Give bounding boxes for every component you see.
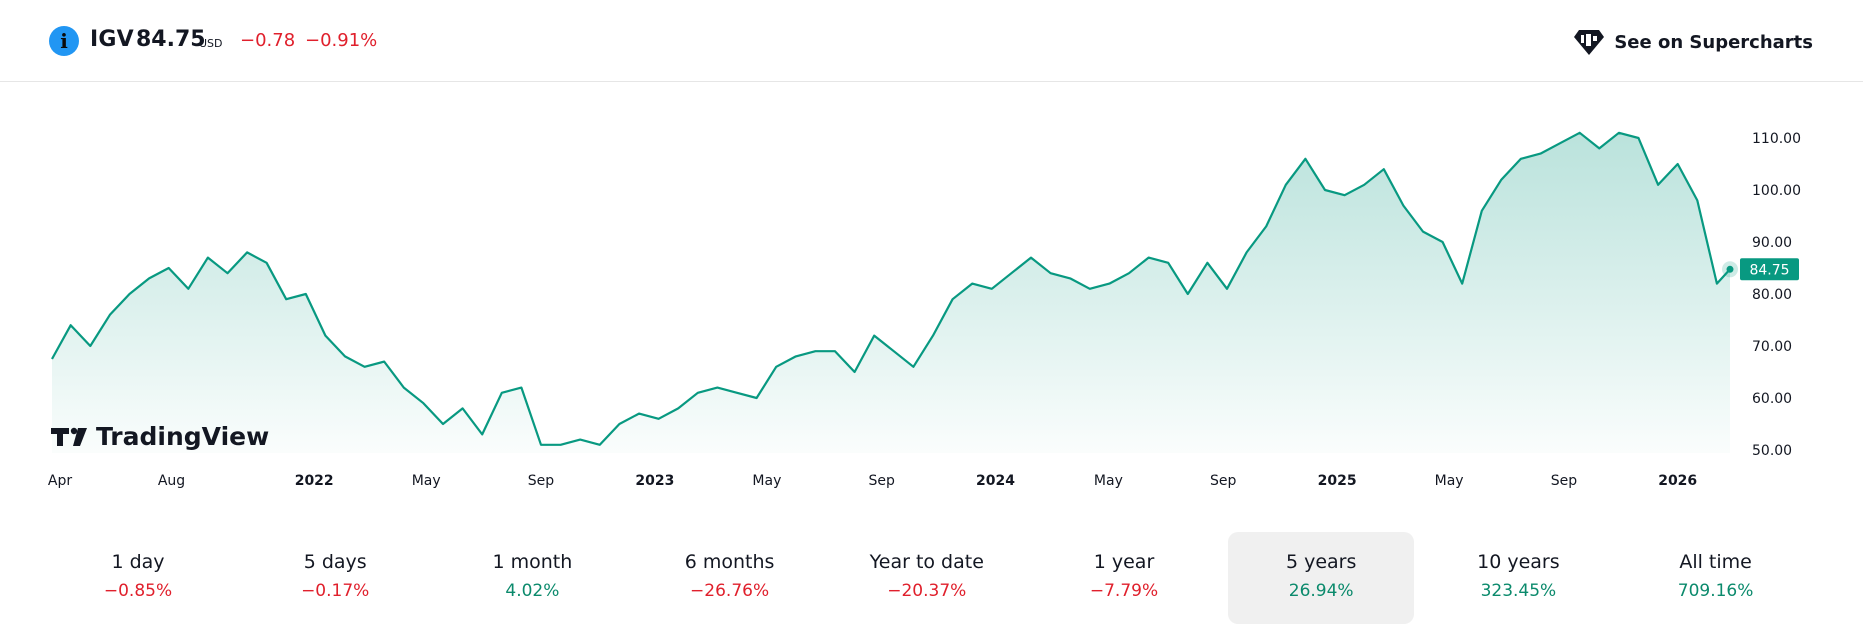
period-change-value: −26.76% (690, 581, 770, 601)
y-axis-tick-label: 70.00 (1752, 339, 1792, 355)
x-axis-tick-label: 2023 (635, 473, 674, 489)
period-change-value: 4.02% (505, 581, 560, 601)
y-axis-tick-label: 80.00 (1752, 287, 1792, 303)
x-axis-tick-label: May (1094, 473, 1123, 489)
x-axis-tick-label: Sep (1210, 473, 1237, 489)
x-axis-tick-label: 2025 (1318, 473, 1357, 489)
x-axis-tick-label: May (1435, 473, 1464, 489)
symbol-header: i IGV 84.75 USD −0.78 −0.91% See on Supe… (0, 0, 1863, 82)
y-axis-tick-label: 100.00 (1752, 183, 1801, 199)
x-axis-tick-label: Sep (528, 473, 555, 489)
x-axis-tick-label: 2022 (295, 473, 334, 489)
period-selector: 1 day −0.85% 5 days −0.17% 1 month 4.02% 6 mon… (45, 532, 1825, 624)
x-axis-tick-label: 2026 (1658, 473, 1697, 489)
period-change-value: 323.45% (1480, 581, 1557, 601)
last-price: 84.75 (136, 27, 206, 52)
symbol-name[interactable]: IGV (90, 27, 134, 52)
period-1-year[interactable]: 1 year −7.79% (1031, 532, 1217, 624)
period-label: 1 day (111, 551, 165, 573)
period-change-value: −20.37% (887, 581, 967, 601)
y-axis-tick-label: 60.00 (1752, 391, 1792, 407)
see-on-supercharts-link[interactable]: See on Supercharts (1574, 28, 1813, 56)
tradingview-watermark: TradingView (51, 422, 269, 451)
x-axis-tick-label: May (412, 473, 441, 489)
price-change-percent: −0.91% (305, 30, 378, 51)
period-year-to-date[interactable]: Year to date −20.37% (834, 532, 1020, 624)
period-label: 1 month (492, 551, 573, 573)
period-all-time[interactable]: All time 709.16% (1623, 532, 1809, 624)
period-label: 5 days (303, 551, 367, 573)
last-price-tag (1740, 258, 1799, 281)
x-axis-tick-label: Aug (158, 473, 185, 489)
period-label: All time (1679, 551, 1752, 573)
x-axis-tick-label: Sep (869, 473, 896, 489)
x-axis-tick-label: 2024 (976, 473, 1015, 489)
y-axis-tick-label: 50.00 (1752, 443, 1792, 459)
price-area-fill (52, 132, 1730, 454)
period-6-months[interactable]: 6 months −26.76% (637, 532, 823, 624)
supercharts-logo-icon (1574, 30, 1605, 55)
info-icon[interactable]: i (49, 26, 79, 56)
period-1-day[interactable]: 1 day −0.85% (45, 532, 231, 624)
y-axis-tick-label: 90.00 (1752, 235, 1792, 251)
period-label: 10 years (1477, 551, 1560, 573)
period-label: 5 years (1285, 551, 1357, 573)
period-label: Year to date (869, 551, 984, 573)
period-change-value: 709.16% (1677, 581, 1754, 601)
tradingview-wordmark: TradingView (96, 422, 269, 451)
x-axis-tick-label: May (752, 473, 781, 489)
price-change: −0.78 (240, 30, 296, 51)
price-series-line[interactable] (51, 131, 1731, 446)
period-5-years[interactable]: 5 years 26.94% (1228, 532, 1415, 624)
period-change-value: −7.79% (1089, 581, 1159, 601)
x-axis-tick-label: Apr (48, 473, 72, 489)
period-label: 6 months (684, 551, 775, 573)
period-10-years[interactable]: 10 years 323.45% (1425, 532, 1611, 624)
y-axis-tick-label: 110.00 (1752, 131, 1801, 147)
price-chart[interactable]: 110.00 100.00 90.00 80.00 70.00 60.00 50.00 Ap… (0, 83, 1863, 503)
period-label: 1 year (1093, 551, 1155, 573)
period-change-value: −0.17% (301, 581, 370, 601)
see-on-supercharts-label: See on Supercharts (1614, 31, 1813, 53)
period-1-month[interactable]: 1 month 4.02% (439, 532, 625, 624)
period-5-days[interactable]: 5 days −0.17% (242, 532, 428, 624)
tradingview-logo-icon (51, 427, 87, 446)
last-price-tag-label: 84.75 (1749, 262, 1789, 278)
currency-label: USD (199, 37, 223, 50)
period-change-value: −0.85% (103, 581, 173, 601)
period-change-value: 26.94% (1288, 581, 1354, 601)
x-axis-tick-label: Sep (1551, 473, 1578, 489)
last-point-marker[interactable] (1726, 265, 1734, 273)
